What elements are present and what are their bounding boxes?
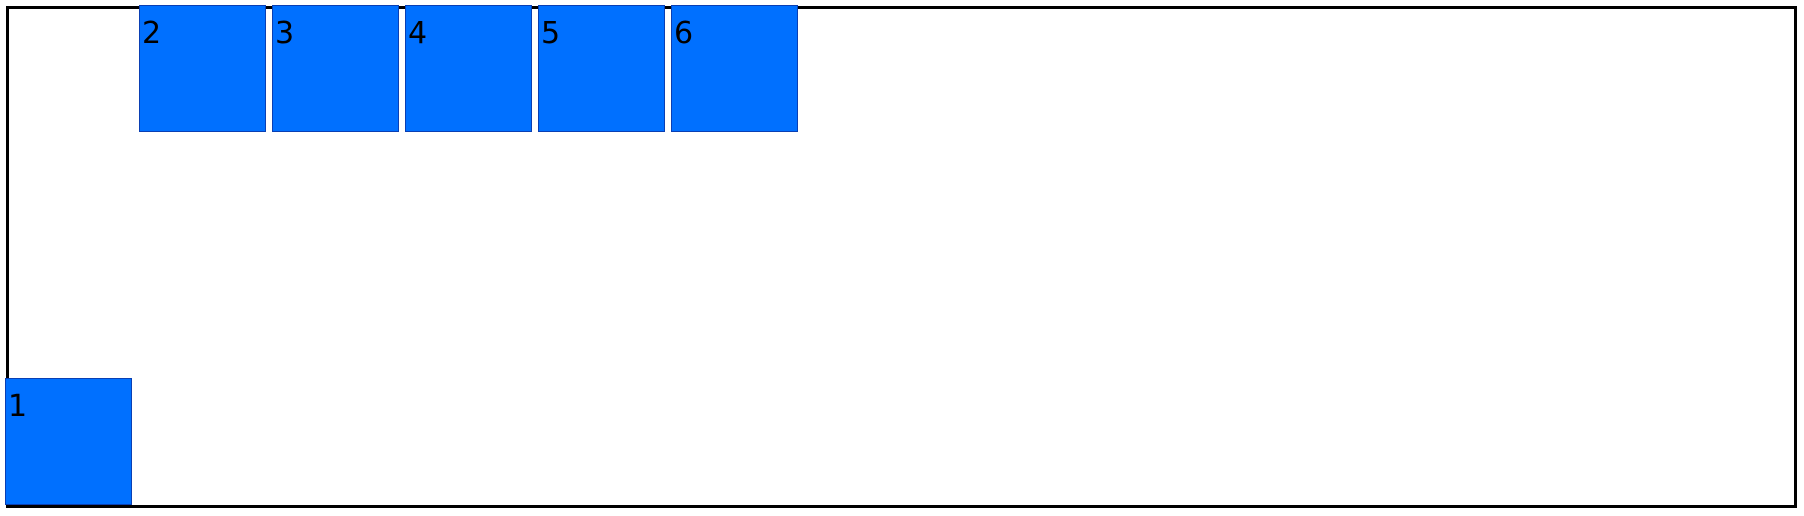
box-5: 5 bbox=[538, 5, 665, 132]
box-3: 3 bbox=[272, 5, 399, 132]
box-4-label: 4 bbox=[408, 16, 428, 51]
box-1: 1 bbox=[5, 378, 132, 505]
box-5-label: 5 bbox=[541, 16, 561, 51]
box-3-label: 3 bbox=[275, 16, 295, 51]
box-6: 6 bbox=[671, 5, 798, 132]
box-1-label: 1 bbox=[8, 389, 28, 424]
box-4: 4 bbox=[405, 5, 532, 132]
box-6-label: 6 bbox=[674, 16, 694, 51]
box-2: 2 bbox=[139, 5, 266, 132]
box-2-label: 2 bbox=[142, 16, 162, 51]
